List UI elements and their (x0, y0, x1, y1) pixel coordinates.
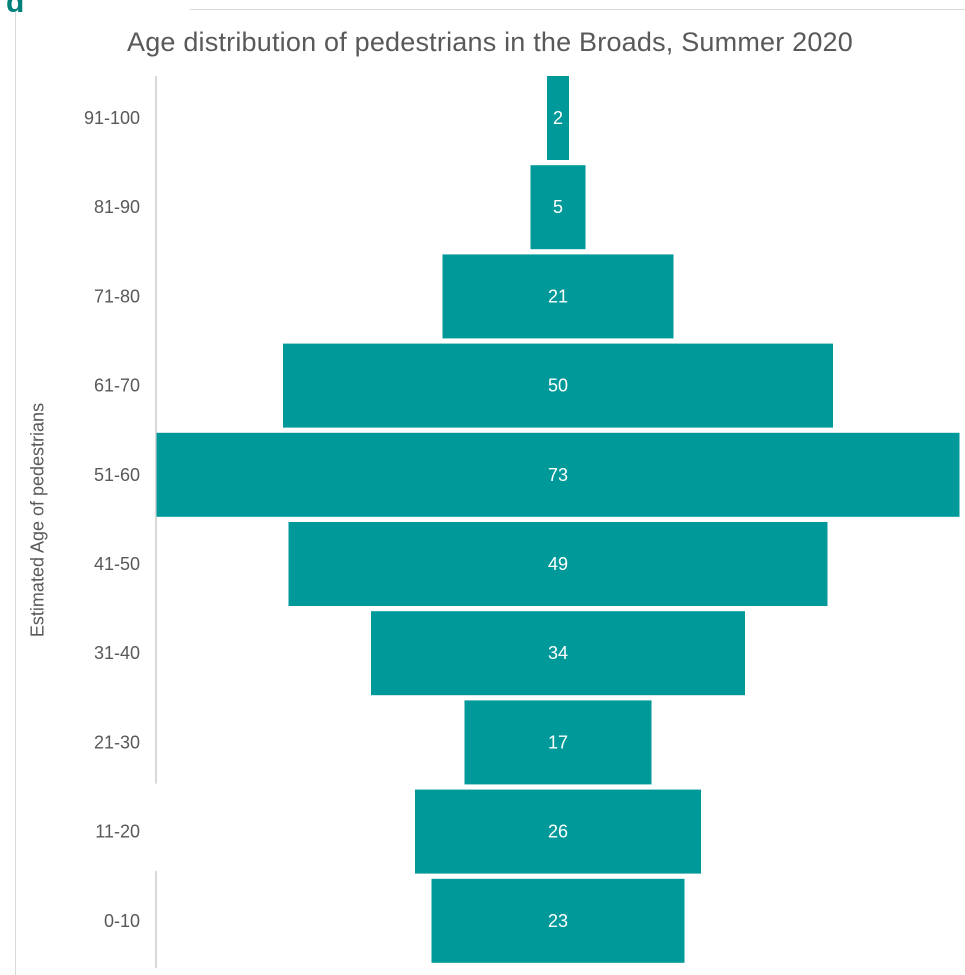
bar-51-60 (156, 432, 960, 517)
bar-value-label: 26 (548, 822, 568, 842)
bar-41-50 (288, 522, 828, 606)
bar-0-10 (431, 878, 685, 963)
bar-value-label: 34 (548, 643, 568, 663)
chart-frame-top (190, 9, 965, 10)
bar-71-80 (442, 254, 674, 339)
category-label: 91-100 (84, 108, 140, 128)
category-label: 61-70 (94, 376, 140, 396)
bar-91-100 (547, 76, 569, 160)
bar-value-label: 49 (548, 554, 568, 574)
bar-value-label: 23 (548, 911, 568, 931)
bar-value-label: 2 (553, 108, 563, 128)
category-label: 21-30 (94, 732, 140, 752)
category-label: 51-60 (94, 465, 140, 485)
category-label: 81-90 (94, 197, 140, 217)
bar-11-20 (415, 789, 701, 874)
bar-21-30 (464, 700, 652, 785)
category-label: 31-40 (94, 643, 140, 663)
chart-frame-left (15, 12, 16, 975)
category-label: 71-80 (94, 286, 140, 306)
bar-value-label: 17 (548, 732, 568, 752)
cropped-heading: g (0, 0, 190, 12)
category-label: 11-20 (95, 822, 140, 842)
chart-title: Age distribution of pedestrians in the B… (126, 27, 853, 57)
category-label: 0-10 (104, 911, 140, 931)
bar-31-40 (371, 611, 745, 696)
bar-value-label: 73 (548, 465, 568, 485)
bar-value-label: 21 (548, 286, 568, 306)
bar-value-label: 5 (553, 197, 563, 217)
bar-81-90 (530, 165, 586, 250)
bar-value-label: 50 (548, 376, 568, 396)
cropped-heading-text: g (6, 0, 24, 12)
bar-61-70 (283, 343, 833, 428)
category-label: 41-50 (94, 554, 140, 574)
